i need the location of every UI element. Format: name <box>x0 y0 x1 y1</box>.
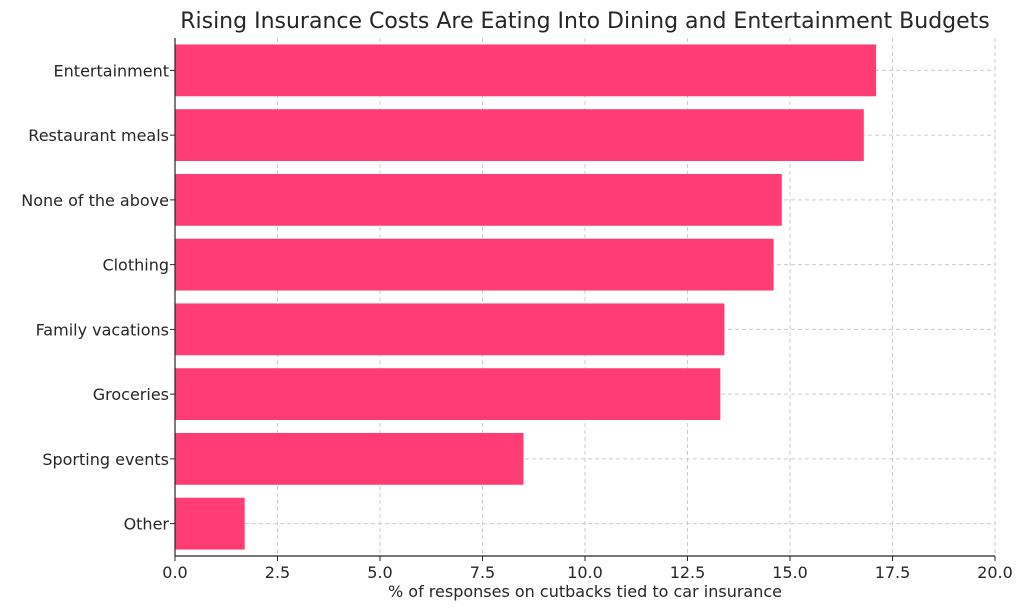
y-tick-label: None of the above <box>21 191 169 210</box>
x-tick-label: 17.5 <box>875 563 911 582</box>
y-tick-label: Entertainment <box>54 61 169 80</box>
chart-title: Rising Insurance Costs Are Eating Into D… <box>180 9 990 34</box>
bar <box>175 238 774 291</box>
bars <box>175 44 877 550</box>
y-tick-label: Restaurant meals <box>28 126 169 145</box>
x-tick-label: 5.0 <box>367 563 392 582</box>
x-tick-label: 2.5 <box>265 563 290 582</box>
axes <box>170 38 996 561</box>
x-tick-label: 10.0 <box>567 563 603 582</box>
x-tick-label: 7.5 <box>470 563 495 582</box>
y-tick-label: Family vacations <box>36 320 169 339</box>
x-tick-label: 20.0 <box>977 563 1013 582</box>
bar <box>175 497 245 550</box>
bar <box>175 432 524 485</box>
y-tick-label: Other <box>124 515 170 534</box>
bar <box>175 303 725 356</box>
y-tick-label: Sporting events <box>42 450 169 469</box>
bar <box>175 173 782 226</box>
x-tick-label: 0.0 <box>162 563 187 582</box>
x-tick-labels: 0.0 2.5 5.0 7.5 10.0 12.5 15.0 17.5 20.0 <box>162 563 1013 582</box>
y-tick-labels: Entertainment Restaurant meals None of the… <box>21 61 169 533</box>
x-tick-label: 12.5 <box>670 563 706 582</box>
bar <box>175 44 877 97</box>
x-tick-label: 15.0 <box>772 563 808 582</box>
bar <box>175 368 721 421</box>
x-axis-label: % of responses on cutbacks tied to car i… <box>388 582 782 601</box>
y-tick-label: Groceries <box>93 385 169 404</box>
bar <box>175 109 864 162</box>
y-tick-label: Clothing <box>102 256 169 275</box>
